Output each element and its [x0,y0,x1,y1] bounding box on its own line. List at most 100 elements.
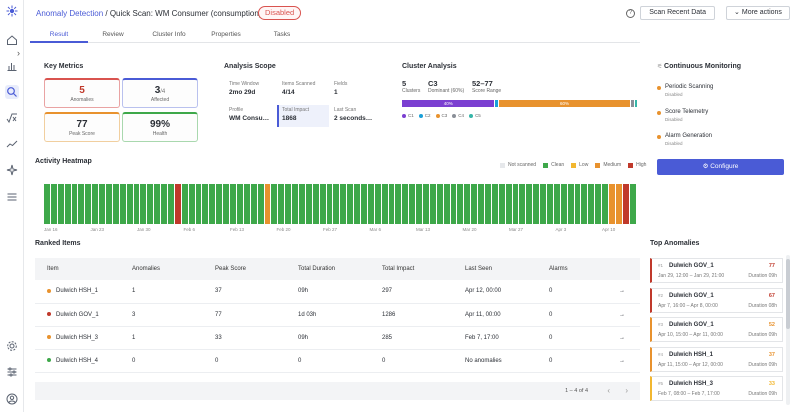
search-icon[interactable] [5,85,19,99]
heatmap-cell[interactable] [464,184,471,224]
heatmap-cell[interactable] [312,184,319,224]
heatmap-cell[interactable] [533,184,540,224]
app-logo-icon[interactable] [5,4,19,18]
tab-tasks[interactable]: Tasks [273,31,291,38]
chevron-right-icon[interactable]: › [625,386,628,395]
col-peak-score[interactable]: Peak Score [203,258,286,280]
heatmap-cell[interactable] [230,184,236,224]
trend-icon[interactable] [5,137,19,151]
heatmap-cell[interactable] [388,184,395,224]
heatmap-cell[interactable] [560,184,567,224]
row-arrow-icon[interactable]: → [607,303,640,327]
heatmap-cell[interactable] [195,184,202,224]
heatmap-cell[interactable] [85,184,92,224]
table-row[interactable]: Dulwich HSH_3 1 33 09h 285 Feb 7, 17:00 0 → [35,326,640,350]
heatmap-cell[interactable] [319,184,326,224]
heatmap-cell[interactable] [402,184,409,224]
heatmap-cell[interactable] [588,184,595,224]
scan-recent-data-button[interactable]: Scan Recent Data [640,6,715,20]
heatmap-cell[interactable] [257,184,264,224]
heatmap-cell[interactable] [478,184,484,224]
heatmap-cell[interactable] [436,184,443,224]
tab-cluster-info[interactable]: Cluster Info [152,31,186,38]
heatmap-cell[interactable] [305,184,312,224]
heatmap-cell[interactable] [278,184,285,224]
heatmap-cell[interactable] [491,184,498,224]
heatmap-cell[interactable] [526,184,533,224]
table-row[interactable]: Dulwich HSH_4 0 0 0 0 No anomalies 0 → [35,349,640,373]
col-item[interactable]: Item [35,258,120,280]
heatmap-cell[interactable] [367,184,374,224]
heatmap-cell[interactable] [133,184,140,224]
heatmap-cell[interactable] [547,184,553,224]
heatmap-cell[interactable] [340,184,347,224]
heatmap-cell[interactable] [154,184,161,224]
heatmap-cell[interactable] [422,184,429,224]
heatmap-cell[interactable] [429,184,436,224]
heatmap-cell[interactable] [236,184,243,224]
sliders-icon[interactable] [5,365,19,379]
heatmap-cell[interactable] [202,184,209,224]
table-row[interactable]: Dulwich HSH_1 1 37 09h 297 Apr 12, 00:00 0 → [35,280,640,304]
heatmap-cell[interactable] [395,184,402,224]
heatmap-cell[interactable] [78,184,85,224]
heatmap-cell[interactable] [485,184,491,224]
breadcrumb-anomaly-detection-link[interactable]: Anomaly Detection [36,9,104,18]
user-avatar-icon[interactable] [5,392,19,406]
heatmap-cell[interactable] [326,184,333,224]
col-total-duration[interactable]: Total Duration [286,258,370,280]
heatmap-cell[interactable] [285,184,292,224]
row-arrow-icon[interactable]: → [607,280,640,304]
heatmap-cell[interactable] [354,184,360,224]
top-anomaly-card[interactable]: #5 Dulwich HSH_3 Feb 7, 08:00 – Feb 7, 17:… [650,376,783,401]
chevron-left-icon[interactable]: ‹ [607,386,610,395]
heatmap-cell[interactable] [567,184,574,224]
heatmap-cell[interactable] [333,184,340,224]
row-arrow-icon[interactable]: → [607,326,640,350]
top-anomalies-scrollbar[interactable] [786,255,790,405]
heatmap-cell[interactable] [99,184,106,224]
heatmap-cell[interactable] [381,184,388,224]
heatmap-cell[interactable] [443,184,450,224]
heatmap-cell[interactable] [250,184,257,224]
heatmap-cell[interactable] [374,184,381,224]
configure-button[interactable]: ⚙ Configure [657,159,784,175]
heatmap-cell[interactable] [540,184,547,224]
heatmap-cell[interactable] [161,184,168,224]
table-row[interactable]: Dulwich GOV_1 3 77 1d 03h 1286 Apr 11, 00:00 0… [35,303,640,327]
heatmap-cell[interactable] [209,184,216,224]
scrollbar-thumb[interactable] [786,259,790,329]
home-icon[interactable] [5,33,19,47]
heatmap-cell[interactable] [360,184,367,224]
heatmap-cell[interactable] [505,184,512,224]
heatmap-cell[interactable] [629,184,636,224]
more-actions-button[interactable]: ⌄ More actions [726,6,790,20]
menu-icon[interactable] [5,190,19,204]
tab-properties[interactable]: Properties [211,31,241,38]
heatmap-cell[interactable] [519,184,526,224]
heatmap-cell[interactable] [188,184,195,224]
heatmap-cell[interactable] [512,184,519,224]
heatmap-cell[interactable] [106,184,112,224]
heatmap-cell[interactable] [264,184,271,224]
heatmap-cell[interactable] [223,184,230,224]
heatmap-cell[interactable] [409,184,416,224]
formula-icon[interactable] [5,111,19,125]
heatmap-cell[interactable] [57,184,64,224]
heatmap-cell[interactable] [271,184,278,224]
heatmap-cell[interactable] [553,184,560,224]
heatmap-cell[interactable] [615,184,622,224]
help-circle-icon[interactable]: ? [626,9,635,18]
heatmap-cell[interactable] [292,184,298,224]
heatmap-cell[interactable] [581,184,588,224]
heatmap-cell[interactable] [71,184,78,224]
heatmap-cell[interactable] [347,184,354,224]
heatmap-cell[interactable] [498,184,505,224]
row-arrow-icon[interactable]: → [607,349,640,373]
heatmap-cell[interactable] [126,184,133,224]
heatmap-cell[interactable] [168,184,174,224]
sparkle-icon[interactable] [5,163,19,177]
top-anomaly-card[interactable]: #2 Dulwich GOV_1 Apr 7, 16:00 – Apr 8, 00:… [650,287,783,313]
heatmap-cell[interactable] [112,184,119,224]
col-anomalies[interactable]: Anomalies [120,258,203,280]
